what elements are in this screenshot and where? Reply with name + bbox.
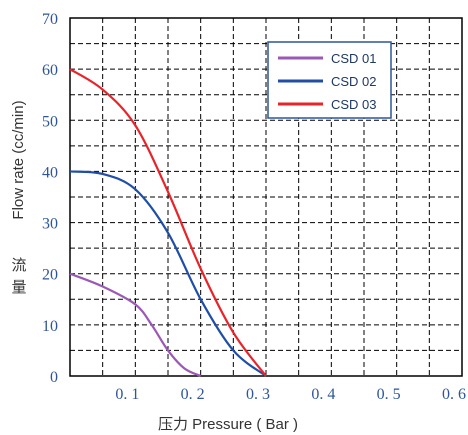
y-tick-label: 0 xyxy=(50,369,58,386)
y-tick-label: 10 xyxy=(42,318,58,335)
y-axis-label-cn-1: 流 xyxy=(11,257,26,274)
x-tick-label: 0. 6 xyxy=(442,386,466,403)
series-line-3 xyxy=(69,68,267,377)
y-axis-label-cn-2: 量 xyxy=(11,279,26,296)
grid-lines xyxy=(70,18,462,376)
x-tick-labels: 0. 1 0. 2 0. 3 0. 4 0. 5 0. 6 xyxy=(115,386,466,403)
y-tick-labels: 0 10 20 30 40 50 60 70 xyxy=(42,11,58,386)
y-tick-label: 70 xyxy=(42,11,58,28)
x-tick-label: 0. 4 xyxy=(311,386,335,403)
x-tick-label: 0. 3 xyxy=(246,386,270,403)
y-tick-label: 40 xyxy=(42,164,58,181)
legend-label-2: CSD 02 xyxy=(331,74,377,89)
y-tick-label: 50 xyxy=(42,113,58,130)
x-tick-label: 0. 1 xyxy=(115,386,139,403)
series-lines xyxy=(69,68,267,378)
legend-label-1: CSD 01 xyxy=(331,51,377,66)
y-tick-label: 30 xyxy=(42,216,58,233)
legend: CSD 01 CSD 02 CSD 03 xyxy=(267,41,392,119)
x-tick-label: 0. 5 xyxy=(377,386,401,403)
x-tick-label: 0. 2 xyxy=(181,386,205,403)
y-tick-label: 60 xyxy=(42,62,58,79)
series-line-2 xyxy=(69,170,267,377)
y-axis-label-en: Flow rate (cc/min) xyxy=(10,100,27,219)
x-axis-label: 压力 Pressure ( Bar ) xyxy=(158,416,298,433)
series-line-1 xyxy=(69,272,202,378)
y-tick-label: 20 xyxy=(42,267,58,284)
legend-label-3: CSD 03 xyxy=(331,97,377,112)
